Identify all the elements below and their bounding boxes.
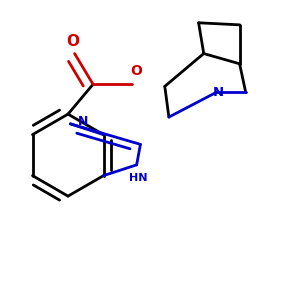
Text: O: O: [66, 34, 79, 49]
Text: N: N: [77, 115, 88, 128]
Text: HN: HN: [130, 173, 148, 183]
Text: N: N: [212, 86, 224, 99]
Text: O: O: [130, 64, 142, 78]
